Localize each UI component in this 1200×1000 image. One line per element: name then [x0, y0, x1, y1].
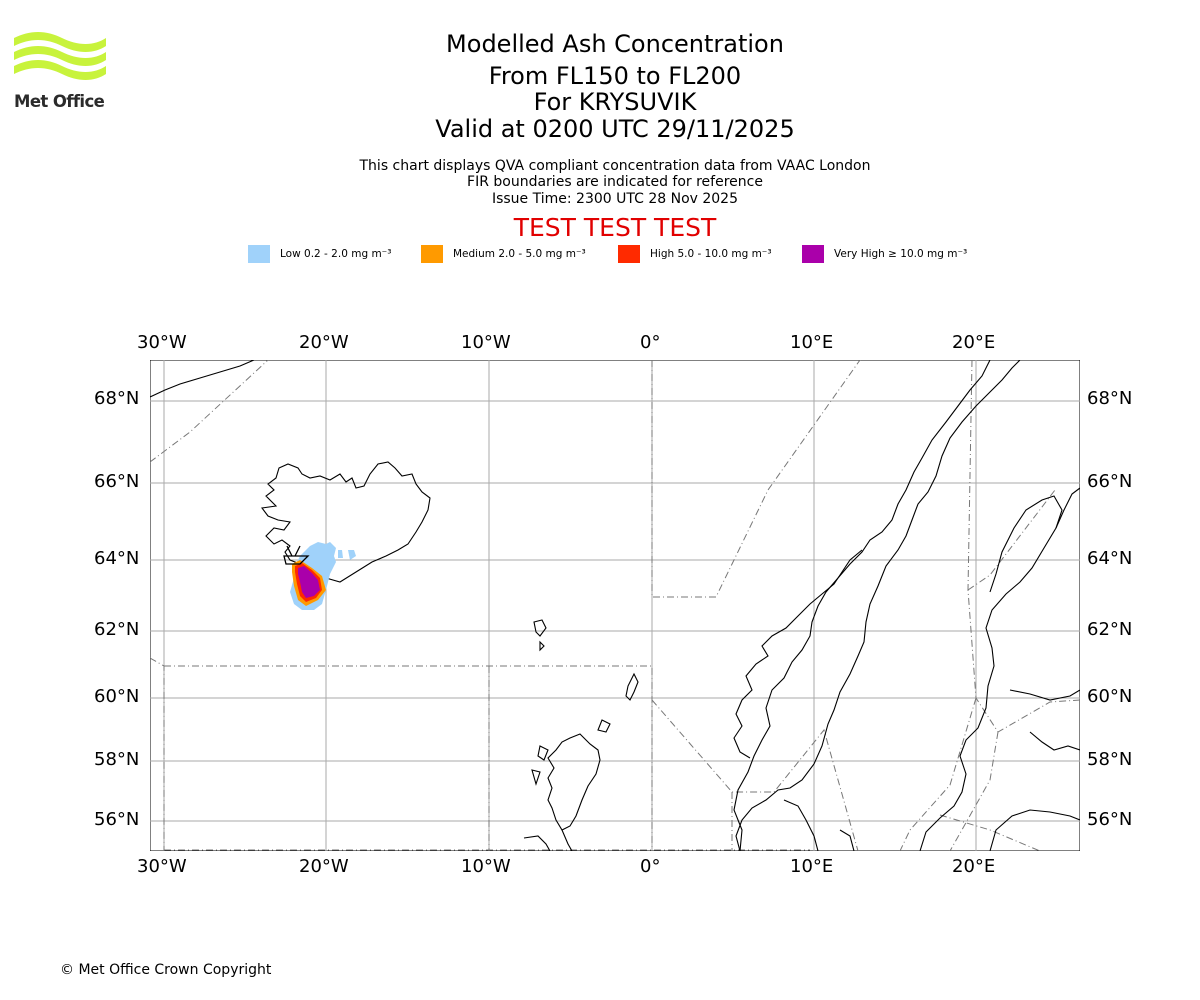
info-line-1: This chart displays QVA compliant concen…	[359, 158, 871, 174]
legend-item-high: High 5.0 - 10.0 mg m⁻³	[618, 244, 772, 264]
lon-label-top: 10°E	[790, 332, 834, 353]
flight-levels: From FL150 to FL200	[488, 62, 742, 90]
lon-label-bottom: 10°W	[461, 856, 511, 877]
volcano-name: For KRYSUVIK	[533, 88, 697, 116]
lat-label-left: 56°N	[94, 809, 140, 830]
lat-label-right: 64°N	[1087, 548, 1133, 569]
lon-label-top: 20°E	[952, 332, 996, 353]
lat-label-right: 62°N	[1087, 619, 1133, 640]
legend-label-low: Low 0.2 - 2.0 mg m⁻³	[280, 248, 392, 260]
test-banner: TEST TEST TEST	[513, 213, 717, 242]
legend-item-very-high: Very High ≥ 10.0 mg m⁻³	[802, 244, 967, 264]
met-office-logo-text: Met Office	[14, 92, 105, 111]
ash-low	[348, 550, 356, 560]
fir-boundaries	[150, 360, 1080, 851]
ash-plume	[283, 542, 356, 610]
lat-label-left: 68°N	[94, 388, 140, 409]
lon-label-top: 0°	[640, 332, 661, 353]
volcano-marker-icon	[283, 545, 310, 565]
lon-label-bottom: 10°E	[790, 856, 834, 877]
lon-label-bottom: 20°E	[952, 856, 996, 877]
copyright-notice: © Met Office Crown Copyright	[60, 962, 272, 978]
lon-label-bottom: 0°	[640, 856, 661, 877]
legend-item-low: Low 0.2 - 2.0 mg m⁻³	[248, 244, 391, 264]
chart-title: Modelled Ash Concentration	[446, 30, 784, 58]
met-office-waves-icon	[14, 32, 106, 80]
lon-label-top: 20°W	[299, 332, 349, 353]
legend-swatch-very-high	[802, 245, 824, 263]
graticule	[150, 360, 1080, 851]
legend-label-high: High 5.0 - 10.0 mg m⁻³	[650, 248, 772, 260]
legend-item-medium: Medium 2.0 - 5.0 mg m⁻³	[421, 244, 586, 264]
lon-label-top: 30°W	[137, 332, 187, 353]
ash-low	[338, 550, 343, 558]
ash-concentration-map	[150, 360, 1080, 851]
valid-time: Valid at 0200 UTC 29/11/2025	[435, 115, 795, 143]
lat-label-left: 58°N	[94, 749, 140, 770]
lat-label-left: 64°N	[94, 548, 140, 569]
coastlines	[150, 360, 1080, 851]
lat-label-left: 66°N	[94, 471, 140, 492]
legend-swatch-low	[248, 245, 270, 263]
lat-label-right: 56°N	[1087, 809, 1133, 830]
lat-label-right: 66°N	[1087, 471, 1133, 492]
lat-label-right: 68°N	[1087, 388, 1133, 409]
lat-label-right: 58°N	[1087, 749, 1133, 770]
legend-swatch-medium	[421, 245, 443, 263]
legend-label-medium: Medium 2.0 - 5.0 mg m⁻³	[453, 248, 586, 260]
info-line-2: FIR boundaries are indicated for referen…	[467, 174, 763, 190]
met-office-logo: Met Office	[14, 30, 110, 112]
legend-label-very-high: Very High ≥ 10.0 mg m⁻³	[834, 248, 968, 260]
lat-label-right: 60°N	[1087, 686, 1133, 707]
lat-label-left: 62°N	[94, 619, 140, 640]
issue-time: Issue Time: 2300 UTC 28 Nov 2025	[491, 191, 739, 207]
lat-label-left: 60°N	[94, 686, 140, 707]
lon-label-bottom: 20°W	[299, 856, 349, 877]
lon-label-bottom: 30°W	[137, 856, 187, 877]
legend-swatch-high	[618, 245, 640, 263]
ash-very-high	[298, 566, 320, 598]
ash-low	[322, 542, 336, 556]
lon-label-top: 10°W	[461, 332, 511, 353]
